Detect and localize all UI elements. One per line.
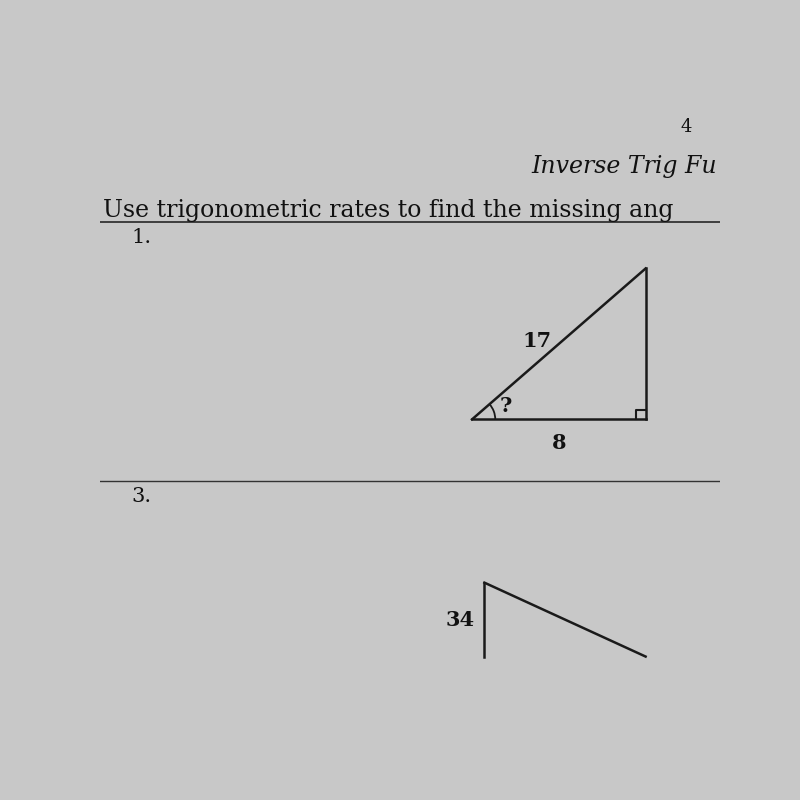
Text: 8: 8 bbox=[551, 433, 566, 453]
Text: Use trigonometric rates to find the missing ang: Use trigonometric rates to find the miss… bbox=[103, 199, 674, 222]
Text: 1.: 1. bbox=[131, 229, 151, 247]
Text: 4: 4 bbox=[681, 118, 692, 135]
Text: ?: ? bbox=[500, 396, 512, 416]
Text: 34: 34 bbox=[446, 610, 475, 630]
Text: Inverse Trig Fu: Inverse Trig Fu bbox=[531, 154, 717, 178]
Text: 17: 17 bbox=[522, 331, 552, 351]
Text: 3.: 3. bbox=[131, 487, 151, 506]
